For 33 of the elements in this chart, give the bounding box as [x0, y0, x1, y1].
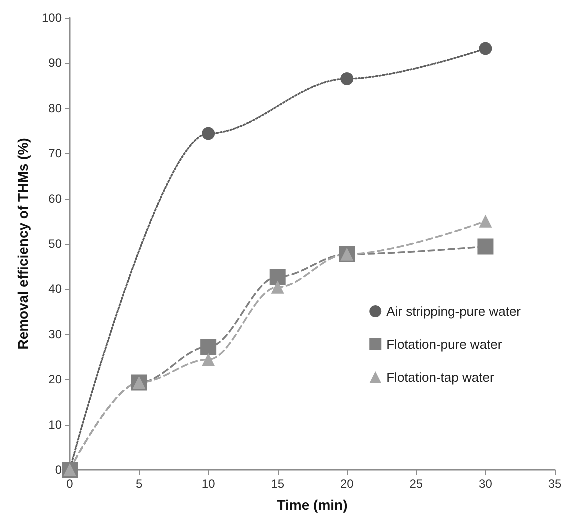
x-tick-label: 35 [548, 477, 562, 491]
y-tick-label: 50 [48, 237, 62, 251]
y-tick-label: 100 [42, 11, 62, 25]
y-tick-label: 70 [48, 146, 62, 161]
y-tick-label: 90 [48, 56, 62, 70]
y-tick-label: 0 [55, 463, 62, 477]
x-tick-label: 10 [202, 477, 216, 491]
x-tick-label: 25 [410, 477, 424, 491]
point [478, 238, 494, 255]
point [479, 42, 492, 56]
x-tick-label: 30 [479, 477, 493, 491]
y-tick-label: 80 [48, 101, 62, 116]
point [270, 268, 286, 285]
y-axis-title: Removal efficiency of THMs (%) [15, 138, 31, 350]
y-tick-label: 10 [48, 418, 62, 432]
point [202, 127, 216, 140]
legend-label: Flotation-pure water [386, 337, 503, 352]
point [271, 280, 284, 294]
y-tick-label: 30 [48, 327, 62, 342]
point [202, 353, 216, 366]
x-tick-label: 0 [66, 477, 74, 491]
point [340, 72, 354, 86]
y-tick-label: 40 [48, 282, 62, 296]
y-tick-label: 20 [48, 372, 62, 387]
legend-label: Air stripping-pure water [386, 304, 522, 319]
x-tick-label: 5 [136, 477, 143, 491]
x-axis-title: Time (min) [277, 497, 348, 513]
x-tick-label: 15 [271, 477, 285, 491]
x-tick-label: 20 [340, 477, 354, 491]
point [200, 339, 217, 356]
point [479, 214, 492, 228]
legend-label: Flotation-tap water [386, 370, 495, 385]
y-tick-label: 60 [48, 192, 62, 206]
